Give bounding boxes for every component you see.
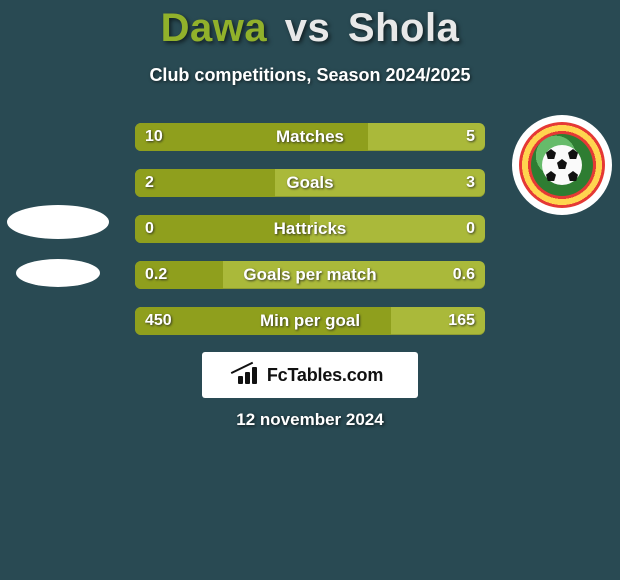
stat-value-right: 0 bbox=[466, 215, 475, 243]
stat-row-hattricks: 0 Hattricks 0 bbox=[135, 215, 485, 243]
title-player-right: Shola bbox=[348, 6, 459, 50]
brand-link[interactable]: FcTables.com bbox=[202, 352, 418, 398]
stat-row-goals-per-match: 0.2 Goals per match 0.6 bbox=[135, 261, 485, 289]
comparison-card: Dawa vs Shola Club competitions, Season … bbox=[0, 0, 620, 580]
stat-label: Hattricks bbox=[135, 215, 485, 243]
stat-bars: 10 Matches 5 2 Goals 3 0 Hattricks 0 0.2… bbox=[135, 123, 485, 335]
stat-label: Matches bbox=[135, 123, 485, 151]
title-vs: vs bbox=[279, 6, 337, 50]
stat-value-right: 5 bbox=[466, 123, 475, 151]
stat-value-right: 0.6 bbox=[453, 261, 475, 289]
footer-date: 12 november 2024 bbox=[0, 410, 620, 430]
stat-label: Goals per match bbox=[135, 261, 485, 289]
stat-row-matches: 10 Matches 5 bbox=[135, 123, 485, 151]
stat-value-right: 3 bbox=[466, 169, 475, 197]
stat-label: Goals bbox=[135, 169, 485, 197]
stat-row-goals: 2 Goals 3 bbox=[135, 169, 485, 197]
brand-text: FcTables.com bbox=[267, 365, 383, 386]
stat-label: Min per goal bbox=[135, 307, 485, 335]
stat-row-min-per-goal: 450 Min per goal 165 bbox=[135, 307, 485, 335]
stats-section: 10 Matches 5 2 Goals 3 0 Hattricks 0 0.2… bbox=[0, 115, 620, 345]
page-title: Dawa vs Shola bbox=[0, 0, 620, 51]
chart-logo-icon bbox=[237, 364, 261, 386]
subtitle: Club competitions, Season 2024/2025 bbox=[0, 65, 620, 86]
stat-value-right: 165 bbox=[448, 307, 475, 335]
title-player-left: Dawa bbox=[161, 6, 268, 50]
